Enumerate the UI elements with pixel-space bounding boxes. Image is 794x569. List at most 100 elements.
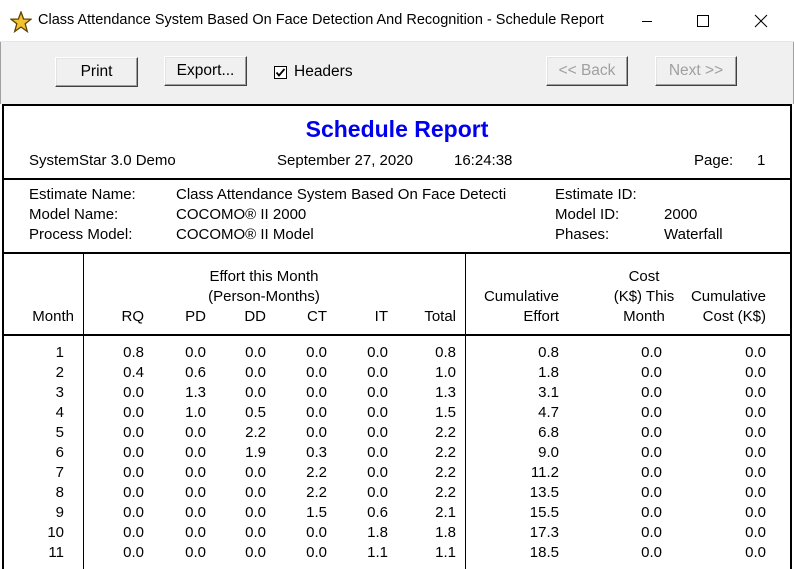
ct-cell: 0.0 bbox=[306, 524, 327, 541]
cost-this-month-cell: 0.0 bbox=[641, 544, 662, 561]
rq-cell: 0.0 bbox=[123, 404, 144, 421]
it-cell: 0.0 bbox=[367, 424, 388, 441]
it-cell: 0.0 bbox=[367, 444, 388, 461]
cumulative-effort-header-line2: Effort bbox=[523, 308, 559, 325]
pd-cell: 0.0 bbox=[185, 424, 206, 441]
total-cell: 2.2 bbox=[435, 484, 456, 501]
pd-cell: 0.0 bbox=[185, 464, 206, 481]
product-name: SystemStar 3.0 Demo bbox=[29, 152, 176, 169]
estimate-name-value: Class Attendance System Based On Face De… bbox=[176, 186, 507, 203]
ct-cell: 0.0 bbox=[306, 544, 327, 561]
it-cell: 0.0 bbox=[367, 464, 388, 481]
dd-cell: 0.0 bbox=[245, 484, 266, 501]
total-cell: 2.2 bbox=[435, 424, 456, 441]
cumulative-effort-cell: 13.5 bbox=[529, 484, 559, 501]
model-name-value: COCOMO® II 2000 bbox=[176, 206, 307, 223]
report-time: 16:24:38 bbox=[454, 152, 513, 169]
pd-header: PD bbox=[185, 308, 206, 325]
dd-cell: 0.0 bbox=[245, 344, 266, 361]
export-button[interactable]: Export... bbox=[164, 56, 247, 86]
table-row: 8 0.0 0.0 0.0 2.2 0.0 2.2 13.5 0.0 0.0 bbox=[4, 484, 790, 504]
total-cell: 1.1 bbox=[435, 544, 456, 561]
it-cell: 0.0 bbox=[367, 344, 388, 361]
cumulative-cost-cell: 0.0 bbox=[745, 444, 766, 461]
estimate-id-label: Estimate ID: bbox=[555, 186, 637, 203]
back-button[interactable]: << Back bbox=[546, 56, 628, 86]
headers-checkbox-box[interactable] bbox=[274, 65, 287, 79]
total-cell: 1.5 bbox=[435, 404, 456, 421]
cost-header-line2: (K$) This bbox=[613, 288, 675, 305]
headers-checkbox[interactable]: Headers bbox=[274, 63, 353, 81]
column-divider bbox=[83, 254, 84, 569]
dd-cell: 2.2 bbox=[245, 424, 266, 441]
month-cell: 7 bbox=[55, 464, 64, 481]
it-cell: 1.8 bbox=[367, 524, 388, 541]
report-title: Schedule Report bbox=[305, 116, 489, 142]
report-date: September 27, 2020 bbox=[277, 152, 413, 169]
total-cell: 1.0 bbox=[435, 364, 456, 381]
estimate-name-label: Estimate Name: bbox=[29, 186, 136, 203]
headers-checkbox-label: Headers bbox=[294, 63, 353, 80]
cost-this-month-cell: 0.0 bbox=[641, 424, 662, 441]
divider bbox=[4, 252, 790, 254]
rq-cell: 0.0 bbox=[123, 524, 144, 541]
pd-cell: 0.0 bbox=[185, 544, 206, 561]
print-button[interactable]: Print bbox=[55, 57, 138, 87]
month-cell: 2 bbox=[55, 364, 64, 381]
total-header: Total bbox=[424, 308, 456, 325]
ct-cell: 0.0 bbox=[306, 364, 327, 381]
pd-cell: 0.0 bbox=[185, 444, 206, 461]
rq-cell: 0.0 bbox=[123, 504, 144, 521]
month-cell: 3 bbox=[55, 384, 64, 401]
table-row: 7 0.0 0.0 0.0 2.2 0.0 2.2 11.2 0.0 0.0 bbox=[4, 464, 790, 484]
next-button[interactable]: Next >> bbox=[655, 56, 737, 86]
minimize-icon bbox=[642, 21, 652, 22]
it-cell: 0.0 bbox=[367, 484, 388, 501]
model-id-value: 2000 bbox=[664, 206, 698, 223]
ct-cell: 2.2 bbox=[306, 464, 327, 481]
cumulative-cost-header-line2: Cost (K$) bbox=[702, 308, 766, 325]
rq-cell: 0.0 bbox=[123, 464, 144, 481]
pd-cell: 0.0 bbox=[185, 344, 206, 361]
window-title: Class Attendance System Based On Face De… bbox=[38, 12, 604, 28]
cumulative-effort-cell: 17.3 bbox=[529, 524, 559, 541]
maximize-button[interactable] bbox=[680, 0, 726, 42]
cumulative-effort-cell: 0.8 bbox=[538, 344, 559, 361]
month-cell: 1 bbox=[55, 344, 64, 361]
total-cell: 2.2 bbox=[435, 464, 456, 481]
maximize-icon bbox=[697, 15, 709, 27]
cost-header-line1: Cost bbox=[628, 268, 660, 285]
dd-cell: 0.0 bbox=[245, 504, 266, 521]
month-cell: 6 bbox=[55, 444, 64, 461]
model-name-label: Model Name: bbox=[29, 206, 119, 223]
cost-header-line3: Month bbox=[623, 308, 665, 325]
table-row: 3 0.0 1.3 0.0 0.0 0.0 1.3 3.1 0.0 0.0 bbox=[4, 384, 790, 404]
divider bbox=[4, 178, 790, 180]
page-number: 1 bbox=[757, 152, 766, 169]
report-page: Schedule Report SystemStar 3.0 Demo Sept… bbox=[2, 104, 792, 569]
ct-cell: 1.5 bbox=[306, 504, 327, 521]
month-cell: 10 bbox=[47, 524, 64, 541]
cost-this-month-cell: 0.0 bbox=[641, 444, 662, 461]
ct-cell: 2.2 bbox=[306, 484, 327, 501]
rq-header: RQ bbox=[121, 308, 145, 325]
page-label: Page: bbox=[694, 152, 734, 169]
month-cell: 5 bbox=[55, 424, 64, 441]
cumulative-effort-cell: 3.1 bbox=[538, 384, 559, 401]
cumulative-cost-header-line1: Cumulative bbox=[690, 288, 766, 305]
month-cell: 11 bbox=[48, 544, 64, 561]
close-button[interactable] bbox=[738, 0, 784, 42]
star-icon bbox=[10, 11, 32, 33]
effort-header-line1: Effort this Month bbox=[209, 268, 319, 285]
minimize-button[interactable] bbox=[624, 0, 670, 42]
cost-this-month-cell: 0.0 bbox=[641, 364, 662, 381]
pd-cell: 1.0 bbox=[185, 404, 206, 421]
cumulative-effort-header-line1: Cumulative bbox=[483, 288, 559, 305]
title-bar: Class Attendance System Based On Face De… bbox=[0, 0, 794, 42]
table-row: 10 0.0 0.0 0.0 0.0 1.8 1.8 17.3 0.0 0.0 bbox=[4, 524, 790, 544]
pd-cell: 1.3 bbox=[185, 384, 206, 401]
cost-this-month-cell: 0.0 bbox=[641, 484, 662, 501]
cumulative-cost-cell: 0.0 bbox=[745, 344, 766, 361]
ct-cell: 0.3 bbox=[306, 444, 327, 461]
rq-cell: 0.0 bbox=[123, 484, 144, 501]
